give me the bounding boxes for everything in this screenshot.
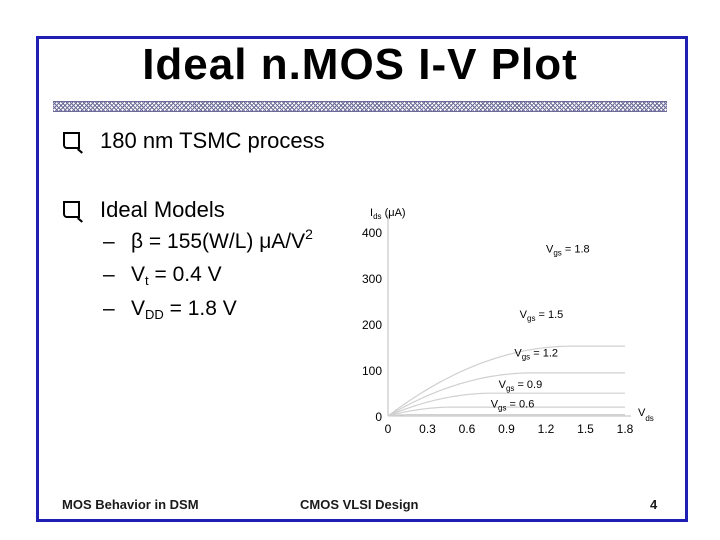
iv-curve — [387, 406, 625, 417]
subitem-vdd: – VDD = 1.8 V — [103, 297, 237, 322]
footer-left: MOS Behavior in DSM — [62, 497, 199, 512]
title-divider — [53, 101, 667, 112]
x-tick-label: 0.9 — [498, 422, 515, 436]
subitem-vt: – Vt = 0.4 V — [103, 263, 222, 288]
subitem-vt-value: = 0.4 V — [148, 263, 222, 286]
iv-curve — [387, 392, 625, 417]
y-tick-label: 300 — [362, 272, 382, 286]
subitem-vdd-sub: DD — [145, 307, 164, 322]
x-tick-label: 0.6 — [459, 422, 476, 436]
subitem-beta-text: β = 155(W/L) μA/V — [131, 230, 306, 253]
y-tick-label: 100 — [362, 364, 382, 378]
series-label: Vgs = 0.6 — [491, 398, 535, 412]
slide-frame — [36, 36, 688, 522]
bullet-process-text: 180 nm TSMC process — [100, 128, 325, 153]
subitem-beta-sup: 2 — [305, 226, 313, 242]
footer-page-number: 4 — [650, 497, 658, 512]
footer-center: CMOS VLSI Design — [300, 497, 419, 512]
series-label: Vgs = 1.8 — [546, 244, 590, 258]
x-tick-label: 0.3 — [419, 422, 436, 436]
series-label: Vgs = 0.9 — [499, 379, 543, 393]
x-axis-label: Vds — [638, 407, 654, 423]
iv-curve — [387, 372, 625, 417]
x-tick-label: 0 — [385, 422, 392, 436]
bullet-models: Ideal Models — [63, 197, 225, 223]
bullet-process: 180 nm TSMC process — [63, 128, 325, 154]
iv-curve — [387, 414, 625, 417]
slide-title: Ideal n.MOS I-V Plot — [142, 40, 578, 89]
checkbox-bullet-icon — [63, 132, 80, 149]
x-tick-label: 1.8 — [617, 422, 634, 436]
subitem-vt-v: V — [131, 263, 146, 286]
subitem-vt-sub: t — [145, 273, 149, 288]
iv-curve — [387, 345, 625, 417]
y-tick-label: 0 — [375, 410, 382, 424]
subitem-vdd-v: V — [131, 297, 146, 320]
series-label: Vgs = 1.5 — [520, 309, 564, 323]
bullet-models-text: Ideal Models — [100, 197, 225, 222]
series-label: Vgs = 1.2 — [514, 348, 558, 362]
checkbox-bullet-icon — [63, 201, 80, 218]
x-tick-label: 1.2 — [538, 422, 555, 436]
y-tick-label: 400 — [362, 226, 382, 240]
y-axis-label: Ids (μA) — [370, 207, 406, 221]
subitem-beta: – β = 155(W/L) μA/V2 — [103, 226, 313, 253]
y-tick-label: 200 — [362, 318, 382, 332]
subitem-vdd-value: = 1.8 V — [163, 297, 237, 320]
x-tick-label: 1.5 — [577, 422, 594, 436]
